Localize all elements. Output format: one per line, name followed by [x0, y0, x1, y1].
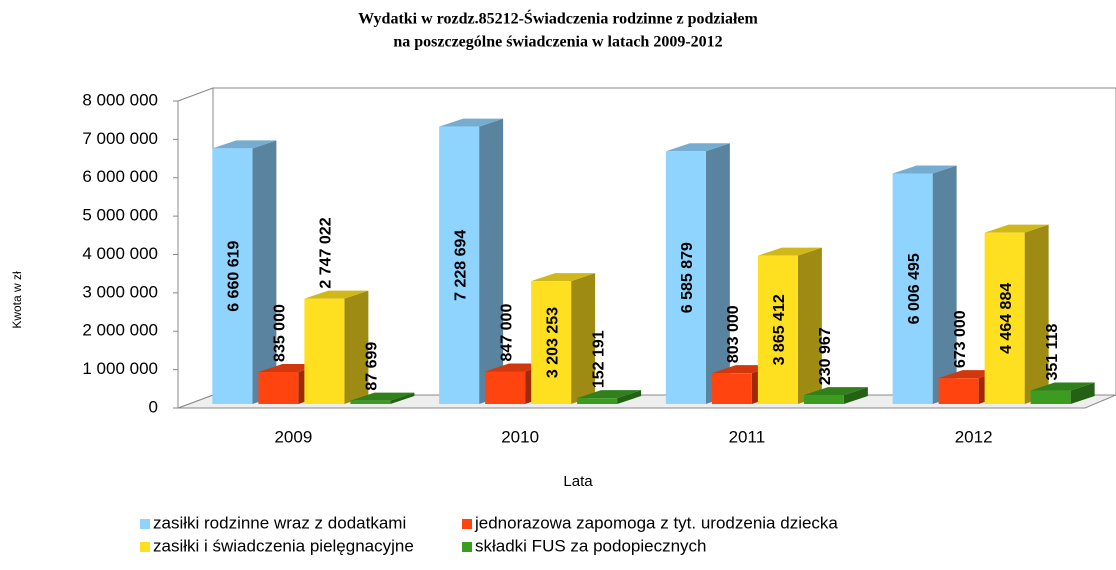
value-label: 847 000	[498, 304, 515, 362]
bar	[258, 371, 299, 404]
bar	[803, 395, 844, 404]
y-tick-label: 6 000 000	[82, 167, 158, 186]
bar	[1030, 390, 1071, 404]
bar-top	[1030, 382, 1095, 391]
legend-swatch	[140, 542, 150, 552]
value-label: 3 203 253	[544, 307, 561, 378]
value-label: 673 000	[952, 310, 969, 368]
x-axis-label: Lata	[563, 473, 593, 490]
bar	[350, 400, 391, 404]
value-label: 351 118	[1044, 323, 1061, 380]
legend-label: zasiłki i świadczenia pielęgnacyjne	[153, 536, 414, 555]
bar-side	[932, 165, 957, 404]
y-tick-label: 8 000 000	[82, 90, 158, 109]
legend-label: zasiłki rodzinne wraz z dodatkami	[153, 513, 406, 532]
value-label: 6 660 619	[226, 241, 243, 312]
bar-side	[390, 392, 415, 404]
bar	[531, 281, 572, 404]
bar-top	[212, 140, 277, 149]
legend-swatch	[140, 519, 150, 529]
y-tick-label: 5 000 000	[82, 206, 158, 225]
bar-side	[344, 290, 369, 404]
bar	[711, 373, 752, 404]
bar	[665, 151, 706, 404]
bar-top	[984, 224, 1049, 233]
bar	[485, 371, 526, 404]
x-tick-label: 2010	[501, 427, 539, 446]
value-label: 87 699	[364, 342, 381, 391]
bar-top	[665, 143, 730, 152]
x-tick-label: 2012	[955, 427, 993, 446]
y-tick-label: 4 000 000	[82, 244, 158, 263]
value-label: 835 000	[272, 304, 289, 362]
bar-top	[803, 387, 868, 396]
bar-top	[439, 118, 504, 127]
y-tick-label: 2 000 000	[82, 321, 158, 340]
bar	[892, 173, 933, 404]
legend-swatch	[462, 542, 472, 552]
y-tick-label: 0	[149, 397, 158, 416]
bar	[577, 398, 618, 404]
bar-side	[479, 118, 504, 404]
bar	[938, 378, 979, 404]
y-axis-label: Kwota w zł	[10, 271, 24, 329]
bar-side	[843, 387, 868, 404]
value-label: 7 228 694	[452, 230, 469, 301]
value-label: 4 464 884	[998, 283, 1015, 354]
bar	[212, 148, 253, 404]
y-tick-label: 3 000 000	[82, 282, 158, 301]
bar-side	[797, 247, 822, 404]
side-wall	[177, 87, 214, 409]
legend-label: składki FUS za podopiecznych	[475, 536, 707, 555]
x-tick-label: 2011	[729, 427, 766, 446]
bar-top	[577, 390, 642, 399]
legend-label: jednorazowa zapomoga z tyt. urodzenia dz…	[474, 513, 838, 532]
x-tick-label: 2009	[274, 427, 312, 446]
bar	[439, 126, 480, 404]
chart-subtitle: na poszczególne świadczenia w latach 200…	[393, 34, 722, 51]
bar-side	[617, 390, 642, 404]
value-label: 6 006 495	[906, 253, 923, 324]
bar-top	[531, 273, 596, 282]
y-tick-label: 1 000 000	[82, 359, 158, 378]
bar-top	[892, 165, 957, 174]
value-label: 152 191	[590, 330, 607, 388]
bar-top	[350, 392, 415, 401]
bar	[984, 232, 1025, 404]
bar-side	[1024, 224, 1049, 404]
bar-top	[757, 247, 822, 256]
y-tick-label: 7 000 000	[82, 129, 158, 148]
bar-side	[705, 143, 730, 404]
value-label: 230 967	[817, 327, 834, 385]
bar	[304, 298, 345, 404]
bar-side	[571, 273, 596, 404]
legend-swatch	[462, 519, 472, 529]
value-label: 803 000	[725, 305, 742, 363]
bar-top	[304, 290, 369, 299]
value-label: 6 585 879	[679, 242, 696, 313]
value-label: 3 865 412	[771, 294, 788, 365]
chart-title: Wydatki w rozdz.85212-Świadczenia rodzin…	[358, 9, 758, 28]
bar-side	[1070, 382, 1095, 404]
value-label: 2 747 022	[318, 217, 335, 288]
bar	[757, 255, 798, 404]
bar-side	[252, 140, 277, 404]
